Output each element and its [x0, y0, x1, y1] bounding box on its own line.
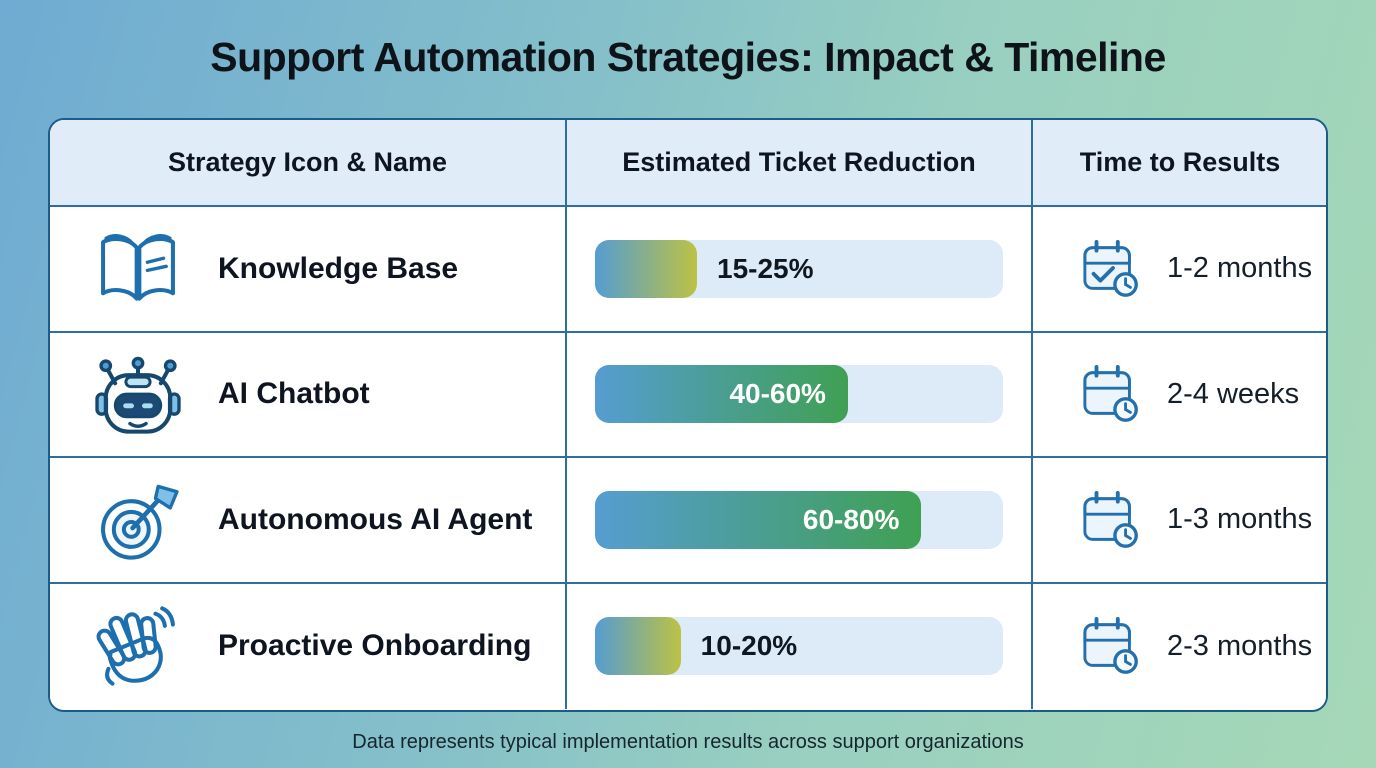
reduction-bar-track: 40-60% [595, 365, 1003, 424]
reduction-label: 15-25% [717, 252, 814, 284]
reduction-label: 10-20% [700, 630, 798, 662]
table-row-time-cell: 2-4 weeks [1033, 332, 1326, 458]
reduction-bar-fill: 40-60% [595, 365, 848, 424]
header-reduction: Estimated Ticket Reduction [567, 120, 1033, 207]
calendar-clock-icon [1079, 363, 1145, 425]
table-row-name-cell: AI Chatbot [50, 332, 567, 458]
footer-note: Data represents typical implementation r… [352, 731, 1024, 753]
page-title: Support Automation Strategies: Impact & … [210, 34, 1166, 80]
calendar-clock-icon [1079, 615, 1145, 677]
reduction-bar-track: 10-20% [595, 617, 1003, 676]
strategy-table: Strategy Icon & Name Estimated Ticket Re… [48, 118, 1328, 712]
time-to-results: 1-3 months [1167, 503, 1313, 536]
reduction-label: 60-80% [802, 503, 900, 535]
strategy-name: Autonomous AI Agent [218, 502, 533, 536]
table-row-name-cell: Knowledge Base [50, 207, 567, 333]
table-row-name-cell: Autonomous AI Agent [50, 458, 567, 584]
table-row-bar-cell: 40-60% [567, 332, 1033, 458]
robot-icon [94, 350, 182, 438]
reduction-label: 40-60% [729, 378, 826, 410]
header-strategy: Strategy Icon & Name [50, 120, 567, 207]
calendar-clock-icon [1079, 489, 1145, 551]
time-to-results: 2-4 weeks [1167, 377, 1300, 410]
hand-icon [94, 602, 182, 690]
table-row-bar-cell: 60-80% [567, 458, 1033, 584]
reduction-bar-fill [595, 617, 681, 676]
reduction-bar-track: 15-25% [595, 239, 1003, 298]
header-time: Time to Results [1033, 120, 1326, 207]
reduction-bar-fill [595, 239, 697, 298]
reduction-bar-track: 60-80% [595, 490, 1003, 549]
table-row-time-cell: 1-2 months [1033, 207, 1326, 333]
strategy-name: Proactive Onboarding [218, 629, 532, 663]
book-icon [94, 225, 182, 313]
strategy-name: AI Chatbot [218, 377, 370, 411]
time-to-results: 1-2 months [1167, 252, 1313, 285]
table-row-time-cell: 1-3 months [1033, 458, 1326, 584]
calendar-check-icon [1079, 238, 1145, 300]
strategy-name: Knowledge Base [218, 251, 459, 285]
table-row-bar-cell: 10-20% [567, 583, 1033, 709]
table-row-bar-cell: 15-25% [567, 207, 1033, 333]
table-row-time-cell: 2-3 months [1033, 583, 1326, 709]
reduction-bar-fill: 60-80% [595, 490, 922, 549]
target-icon [94, 476, 182, 564]
table-row-name-cell: Proactive Onboarding [50, 583, 567, 709]
time-to-results: 2-3 months [1167, 629, 1313, 662]
